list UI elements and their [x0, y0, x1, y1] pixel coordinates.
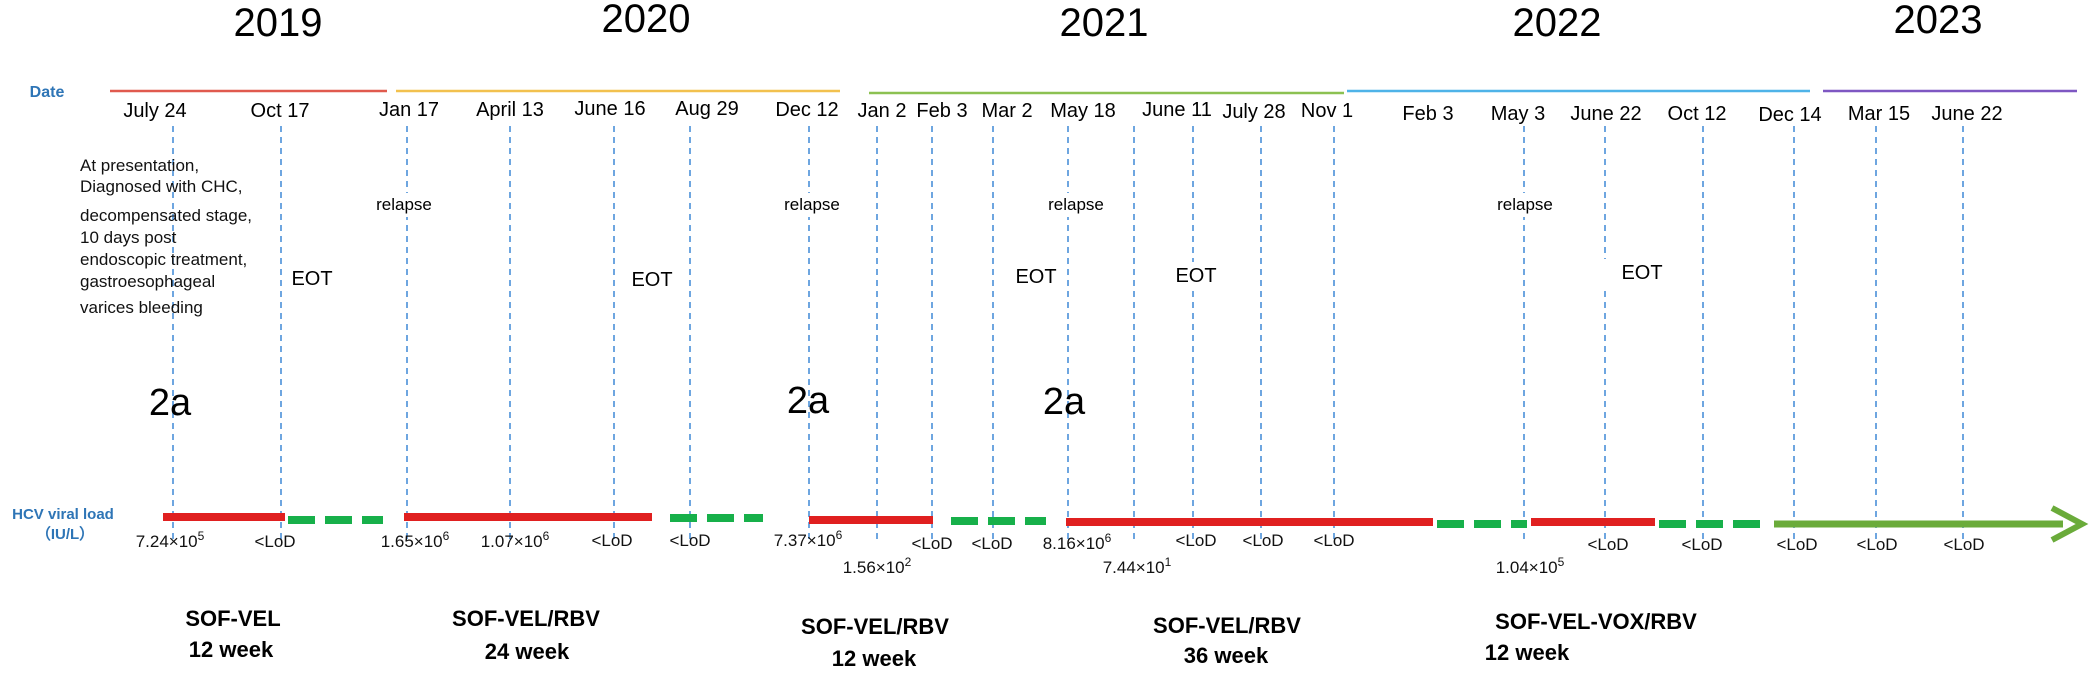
viral-load-axis-label: HCV viral load — [12, 506, 114, 523]
regimen-name: SOF-VEL/RBV — [452, 606, 600, 631]
viral-load-unit-label: （IU/L） — [36, 525, 94, 543]
presentation-note: At presentation, Diagnosed with CHC, dec… — [80, 156, 252, 317]
viral-load-value: <LoD — [1313, 531, 1354, 550]
viral-load-value: 7.37×106 — [774, 528, 843, 550]
note-line: varices bleeding — [80, 298, 203, 317]
note-line: endoscopic treatment, — [80, 250, 247, 269]
date-label: Feb 3 — [916, 100, 967, 122]
genotype-label: 2a — [149, 382, 192, 424]
relapse-label: relapse — [1048, 195, 1104, 214]
date-label: June 11 — [1142, 99, 1212, 121]
viral-load-value: <LoD — [1242, 531, 1283, 550]
genotype-label: 2a — [787, 380, 830, 422]
date-label: April 13 — [476, 99, 544, 121]
regimen-duration: 24 week — [485, 639, 570, 664]
date-marker-lines — [172, 126, 1964, 540]
follow-up-arrowhead — [2050, 505, 2089, 543]
viral-load-value: <LoD — [1175, 531, 1216, 550]
viral-load-value: <LoD — [911, 534, 952, 553]
regimen-name: SOF-VEL-VOX/RBV — [1495, 609, 1697, 634]
date-label: Aug 29 — [675, 98, 738, 120]
year-label: 2020 — [602, 0, 691, 41]
viral-load-value: <LoD — [669, 531, 710, 550]
date-label: Mar 2 — [981, 100, 1032, 122]
treatment-bars — [163, 505, 2089, 543]
relapse-label: relapse — [1497, 195, 1553, 214]
date-label: May 3 — [1491, 103, 1545, 125]
year-label: 2021 — [1060, 1, 1149, 45]
year-label: 2022 — [1513, 1, 1602, 45]
date-label: June 22 — [1931, 103, 2002, 125]
eot-label: EOT — [291, 268, 332, 290]
viral-load-value: <LoD — [1681, 535, 1722, 554]
viral-load-value: 1.04×105 — [1496, 555, 1565, 577]
date-label: Dec 14 — [1758, 104, 1821, 126]
viral-load-value: 7.24×105 — [136, 529, 205, 551]
relapse-label: relapse — [784, 195, 840, 214]
eot-label: EOT — [1621, 262, 1662, 284]
date-label: July 24 — [123, 100, 186, 122]
eot-label: EOT — [631, 269, 672, 291]
viral-load-value: <LoD — [254, 532, 295, 551]
regimen-duration: 12 week — [832, 646, 917, 671]
viral-load-value: <LoD — [1943, 535, 1984, 554]
date-label: Oct 17 — [251, 100, 310, 122]
regimen-name: SOF-VEL/RBV — [1153, 613, 1301, 638]
date-label: Nov 1 — [1301, 100, 1353, 122]
viral-load-value: <LoD — [1776, 535, 1817, 554]
date-label: Feb 3 — [1402, 103, 1453, 125]
viral-load-value: 8.16×106 — [1043, 531, 1112, 553]
date-label: May 18 — [1050, 100, 1116, 122]
note-line: Diagnosed with CHC, — [80, 177, 243, 196]
event-annotations: relapse relapse relapse relapse EOT EOT … — [290, 193, 1663, 304]
relapse-label: relapse — [376, 195, 432, 214]
regimen-labels: SOF-VEL 12 week SOF-VEL/RBV 24 week SOF-… — [185, 606, 1697, 671]
genotype-label: 2a — [1043, 381, 1086, 423]
regimen-duration: 12 week — [189, 637, 274, 662]
viral-load-value: 1.07×106 — [481, 529, 550, 551]
date-label: July 28 — [1222, 101, 1285, 123]
date-label: June 16 — [574, 98, 645, 120]
viral-load-value: <LoD — [591, 531, 632, 550]
note-line: 10 days post — [80, 228, 177, 247]
date-axis-label: Date — [30, 84, 65, 101]
year-label: 2023 — [1894, 0, 1983, 42]
note-line: decompensated stage, — [80, 206, 252, 225]
regimen-duration: 12 week — [1485, 640, 1570, 665]
year-label: 2019 — [234, 1, 323, 45]
viral-load-labels: 7.24×105 <LoD 1.65×106 1.07×106 <LoD <LoD 7.37… — [136, 528, 1985, 577]
viral-load-value: <LoD — [1587, 535, 1628, 554]
eot-label: EOT — [1175, 265, 1216, 287]
note-line: At presentation, — [80, 156, 199, 175]
eot-label: EOT — [1015, 266, 1056, 288]
note-line: gastroesophageal — [80, 272, 215, 291]
date-label: Dec 12 — [775, 99, 838, 121]
regimen-name: SOF-VEL/RBV — [801, 614, 949, 639]
regimen-name: SOF-VEL — [185, 606, 280, 631]
date-label: Mar 15 — [1848, 103, 1910, 125]
viral-load-value: 7.44×101 — [1103, 555, 1172, 577]
viral-load-value: 1.65×106 — [381, 529, 450, 551]
regimen-duration: 36 week — [1184, 643, 1269, 668]
date-label: Jan 2 — [858, 100, 907, 122]
viral-load-value: 1.56×102 — [843, 555, 912, 577]
date-label: Jan 17 — [379, 99, 439, 121]
date-label: June 22 — [1570, 103, 1641, 125]
date-label: Oct 12 — [1668, 103, 1727, 125]
viral-load-value: <LoD — [1856, 535, 1897, 554]
viral-load-value: <LoD — [971, 534, 1012, 553]
